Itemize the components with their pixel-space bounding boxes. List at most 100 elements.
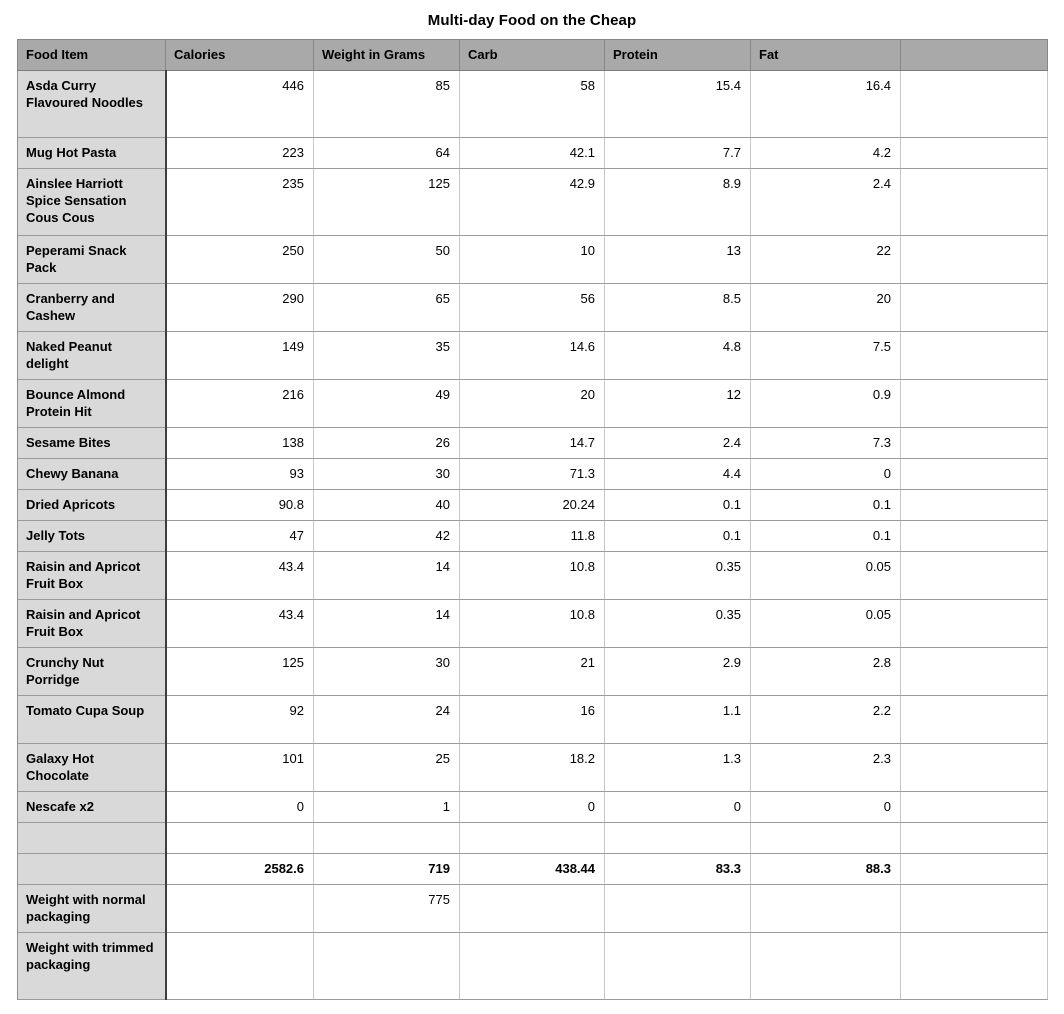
empty-cell xyxy=(900,70,1048,138)
fat-total-cell: 88.3 xyxy=(750,853,901,885)
food-item-cell: Chewy Banana xyxy=(17,458,167,490)
table-row: Chewy Banana 93 30 71.3 4.4 0 xyxy=(17,458,1048,490)
table-row: Ainslee Harriott Spice Sensation Cous Co… xyxy=(17,168,1048,236)
empty-cell xyxy=(900,791,1048,823)
fat-cell: 0.1 xyxy=(750,489,901,521)
protein-cell xyxy=(604,822,751,854)
fat-cell: 0.9 xyxy=(750,379,901,428)
protein-total-cell: 83.3 xyxy=(604,853,751,885)
weight-total-cell: 719 xyxy=(313,853,460,885)
protein-cell: 13 xyxy=(604,235,751,284)
weight-cell: 85 xyxy=(313,70,460,138)
food-item-cell: Mug Hot Pasta xyxy=(17,137,167,169)
food-item-cell: Ainslee Harriott Spice Sensation Cous Co… xyxy=(17,168,167,236)
food-item-cell: Raisin and Apricot Fruit Box xyxy=(17,599,167,648)
protein-cell: 2.9 xyxy=(604,647,751,696)
table-row: Bounce Almond Protein Hit 216 49 20 12 0… xyxy=(17,379,1048,428)
fat-cell: 20 xyxy=(750,283,901,332)
empty-cell xyxy=(900,822,1048,854)
empty-cell xyxy=(900,551,1048,600)
calories-total-cell: 2582.6 xyxy=(165,853,314,885)
table-row: Crunchy Nut Porridge 125 30 21 2.9 2.8 xyxy=(17,647,1048,696)
weight-cell: 30 xyxy=(313,647,460,696)
calories-cell: 216 xyxy=(165,379,314,428)
calories-cell xyxy=(165,884,314,933)
fat-cell xyxy=(750,884,901,933)
calories-cell: 92 xyxy=(165,695,314,744)
empty-cell xyxy=(900,743,1048,792)
weight-cell: 775 xyxy=(313,884,460,933)
carb-cell: 16 xyxy=(459,695,605,744)
table-row: Tomato Cupa Soup 92 24 16 1.1 2.2 xyxy=(17,695,1048,744)
food-item-cell: Sesame Bites xyxy=(17,427,167,459)
empty-cell xyxy=(900,458,1048,490)
carb-total-cell: 438.44 xyxy=(459,853,605,885)
carb-cell xyxy=(459,932,605,1000)
column-header-carb: Carb xyxy=(459,39,605,71)
protein-cell: 0.1 xyxy=(604,489,751,521)
protein-cell: 1.1 xyxy=(604,695,751,744)
food-item-cell: Bounce Almond Protein Hit xyxy=(17,379,167,428)
carb-cell: 0 xyxy=(459,791,605,823)
table-row: Raisin and Apricot Fruit Box 43.4 14 10.… xyxy=(17,599,1048,648)
calories-cell xyxy=(165,822,314,854)
protein-cell: 2.4 xyxy=(604,427,751,459)
weight-cell: 40 xyxy=(313,489,460,521)
empty-cell xyxy=(900,427,1048,459)
empty-cell xyxy=(900,599,1048,648)
protein-cell: 4.8 xyxy=(604,331,751,380)
food-item-cell: Peperami Snack Pack xyxy=(17,235,167,284)
empty-cell xyxy=(900,137,1048,169)
empty-cell xyxy=(900,932,1048,1000)
carb-cell xyxy=(459,884,605,933)
empty-cell xyxy=(900,647,1048,696)
empty-cell xyxy=(900,168,1048,236)
food-item-cell: Cranberry and Cashew xyxy=(17,283,167,332)
fat-cell: 0 xyxy=(750,458,901,490)
protein-cell: 0.35 xyxy=(604,551,751,600)
food-item-cell xyxy=(17,853,167,885)
column-header-calories: Calories xyxy=(165,39,314,71)
food-item-cell: Asda Curry Flavoured Noodles xyxy=(17,70,167,138)
protein-cell: 15.4 xyxy=(604,70,751,138)
carb-cell: 14.6 xyxy=(459,331,605,380)
protein-cell: 0.1 xyxy=(604,520,751,552)
calories-cell: 235 xyxy=(165,168,314,236)
fat-cell: 7.3 xyxy=(750,427,901,459)
table-row: Naked Peanut delight 149 35 14.6 4.8 7.5 xyxy=(17,331,1048,380)
protein-cell: 0.35 xyxy=(604,599,751,648)
fat-cell: 2.2 xyxy=(750,695,901,744)
column-header-fat: Fat xyxy=(750,39,901,71)
fat-cell: 0 xyxy=(750,791,901,823)
calories-cell: 149 xyxy=(165,331,314,380)
weight-cell: 14 xyxy=(313,551,460,600)
calories-cell: 446 xyxy=(165,70,314,138)
spacer-row xyxy=(17,822,1048,854)
table-row: Nescafe x2 0 1 0 0 0 xyxy=(17,791,1048,823)
food-table: Food Item Calories Weight in Grams Carb … xyxy=(17,39,1048,1000)
empty-cell xyxy=(900,520,1048,552)
carb-cell: 20 xyxy=(459,379,605,428)
food-item-cell: Raisin and Apricot Fruit Box xyxy=(17,551,167,600)
weight-cell xyxy=(313,822,460,854)
carb-cell xyxy=(459,822,605,854)
weight-cell: 25 xyxy=(313,743,460,792)
calories-cell: 0 xyxy=(165,791,314,823)
fat-cell: 2.3 xyxy=(750,743,901,792)
weight-cell: 49 xyxy=(313,379,460,428)
carb-cell: 58 xyxy=(459,70,605,138)
protein-cell: 4.4 xyxy=(604,458,751,490)
calories-cell: 43.4 xyxy=(165,551,314,600)
protein-cell: 8.5 xyxy=(604,283,751,332)
calories-cell: 250 xyxy=(165,235,314,284)
weight-cell: 24 xyxy=(313,695,460,744)
calories-cell: 43.4 xyxy=(165,599,314,648)
calories-cell: 223 xyxy=(165,137,314,169)
protein-cell xyxy=(604,932,751,1000)
weight-cell: 1 xyxy=(313,791,460,823)
weight-cell: 50 xyxy=(313,235,460,284)
protein-cell: 0 xyxy=(604,791,751,823)
fat-cell: 16.4 xyxy=(750,70,901,138)
table-row: Asda Curry Flavoured Noodles 446 85 58 1… xyxy=(17,70,1048,138)
empty-cell xyxy=(900,695,1048,744)
